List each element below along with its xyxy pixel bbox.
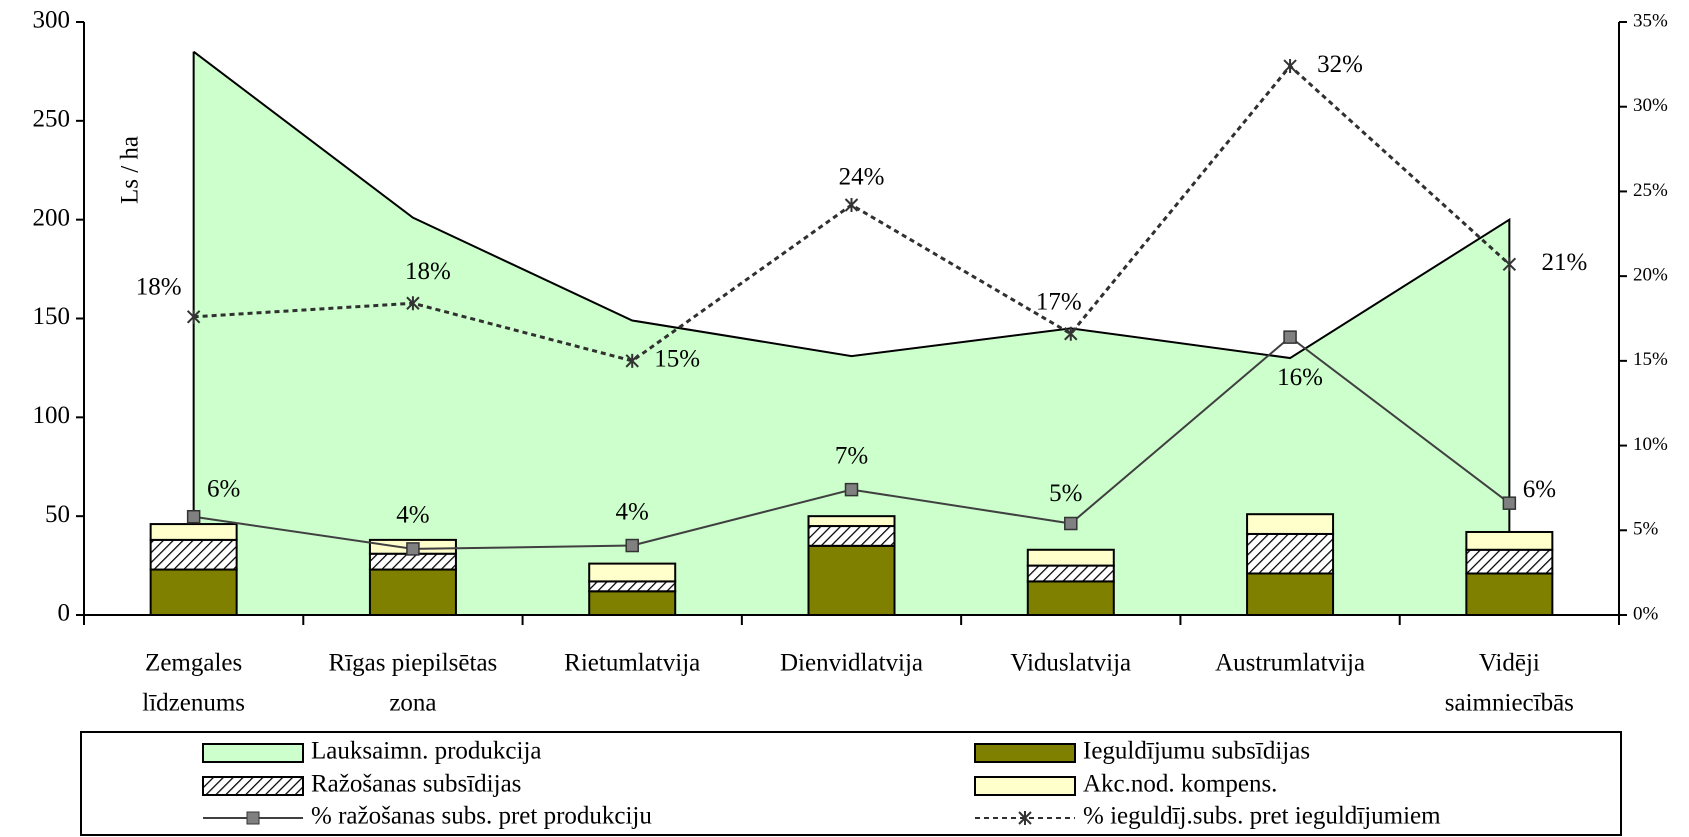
- legend-label: Lauksaimn. produkcija: [311, 738, 542, 765]
- area: [193, 51, 1510, 615]
- marker: [625, 353, 639, 368]
- marker: [1064, 326, 1078, 341]
- bar: [1026, 564, 1115, 583]
- legend-swatch: [202, 776, 304, 796]
- legend-swatch: [974, 776, 1076, 796]
- data-label: 18%: [405, 258, 451, 285]
- legend-label: % ražošanas subs. pret produkciju: [311, 803, 652, 830]
- bar: [1246, 513, 1335, 535]
- marker: [186, 509, 201, 524]
- data-label: 6%: [207, 475, 240, 502]
- legend-label: Ieguldījumu subsīdijas: [1083, 738, 1310, 765]
- data-label: 15%: [654, 346, 700, 373]
- y2-tick-label: 0%: [1633, 603, 1659, 624]
- bar: [149, 523, 238, 541]
- y-tick-label: 150: [33, 303, 71, 330]
- y-tick-label: 250: [33, 106, 71, 133]
- x-tick-label: Viduslatvija: [1010, 650, 1131, 677]
- marker: [406, 296, 420, 311]
- bar: [807, 544, 896, 616]
- bar: [149, 568, 238, 617]
- marker: [1283, 330, 1297, 344]
- y-tick-label: 0: [58, 600, 71, 627]
- data-label: 32%: [1317, 51, 1363, 78]
- bar: [1246, 532, 1335, 575]
- legend-swatch: [202, 743, 304, 763]
- bar: [807, 525, 896, 547]
- marker: [1283, 59, 1297, 74]
- legend-label: % ieguldīj.subs. pret ieguldījumiem: [1083, 803, 1441, 830]
- data-label: 17%: [1036, 288, 1082, 315]
- marker: [186, 309, 201, 324]
- legend-marker: [246, 811, 260, 825]
- legend-label: Ražošanas subsīdijas: [311, 771, 521, 798]
- y-tick-label: 300: [33, 7, 71, 34]
- data-label: 6%: [1523, 476, 1556, 503]
- legend-marker: [1018, 811, 1032, 825]
- x-tick-label: Rietumlatvija: [564, 650, 700, 677]
- y-tick-label: 200: [33, 204, 71, 231]
- marker: [1502, 496, 1517, 510]
- bar: [1246, 572, 1335, 616]
- data-label: 4%: [616, 498, 649, 525]
- data-label: 4%: [396, 502, 429, 529]
- marker: [625, 538, 639, 553]
- bar: [1465, 548, 1554, 575]
- data-label: 24%: [839, 164, 885, 191]
- bar: [1465, 530, 1554, 551]
- x-tick-label: Vidēji: [1479, 650, 1540, 677]
- x-tick-label: līdzenums: [142, 690, 245, 717]
- bar: [588, 562, 677, 583]
- y2-tick-label: 20%: [1633, 265, 1668, 286]
- bar: [807, 515, 896, 528]
- y2-tick-label: 10%: [1633, 434, 1668, 455]
- marker: [406, 542, 420, 556]
- legend-swatch: [974, 743, 1076, 763]
- bar: [149, 538, 238, 571]
- x-tick-label: zona: [389, 690, 436, 717]
- bar: [1026, 548, 1115, 567]
- y-axis-label: Ls / ha: [117, 136, 144, 204]
- x-tick-label: Zemgales: [145, 650, 242, 677]
- marker: [844, 482, 859, 497]
- marker: [844, 197, 859, 212]
- y2-tick-label: 5%: [1633, 519, 1659, 540]
- data-label: 21%: [1541, 249, 1587, 276]
- x-tick-label: Rīgas piepilsētas: [329, 650, 498, 677]
- marker: [1064, 516, 1078, 531]
- y-tick-label: 50: [45, 501, 70, 528]
- marker: [1502, 257, 1517, 272]
- y-tick-label: 100: [33, 402, 71, 429]
- bar: [1465, 572, 1554, 616]
- y2-tick-label: 25%: [1633, 180, 1668, 201]
- x-tick-label: Dienvidlatvija: [780, 650, 923, 677]
- data-label: 7%: [835, 442, 868, 469]
- y2-tick-label: 15%: [1633, 349, 1668, 370]
- y2-tick-label: 35%: [1633, 10, 1668, 31]
- data-label: 16%: [1277, 364, 1323, 391]
- bar: [588, 580, 677, 593]
- bar: [368, 552, 457, 571]
- x-tick-label: saimniecībās: [1445, 690, 1574, 717]
- legend-box: [80, 731, 1622, 836]
- x-tick-label: Austrumlatvija: [1215, 650, 1365, 677]
- data-label: 5%: [1049, 480, 1082, 507]
- bar: [1026, 580, 1115, 616]
- y2-tick-label: 30%: [1633, 95, 1668, 116]
- legend-label: Akc.nod. kompens.: [1083, 771, 1277, 798]
- bar: [588, 590, 677, 617]
- bar: [368, 568, 457, 617]
- data-label: 18%: [136, 274, 182, 301]
